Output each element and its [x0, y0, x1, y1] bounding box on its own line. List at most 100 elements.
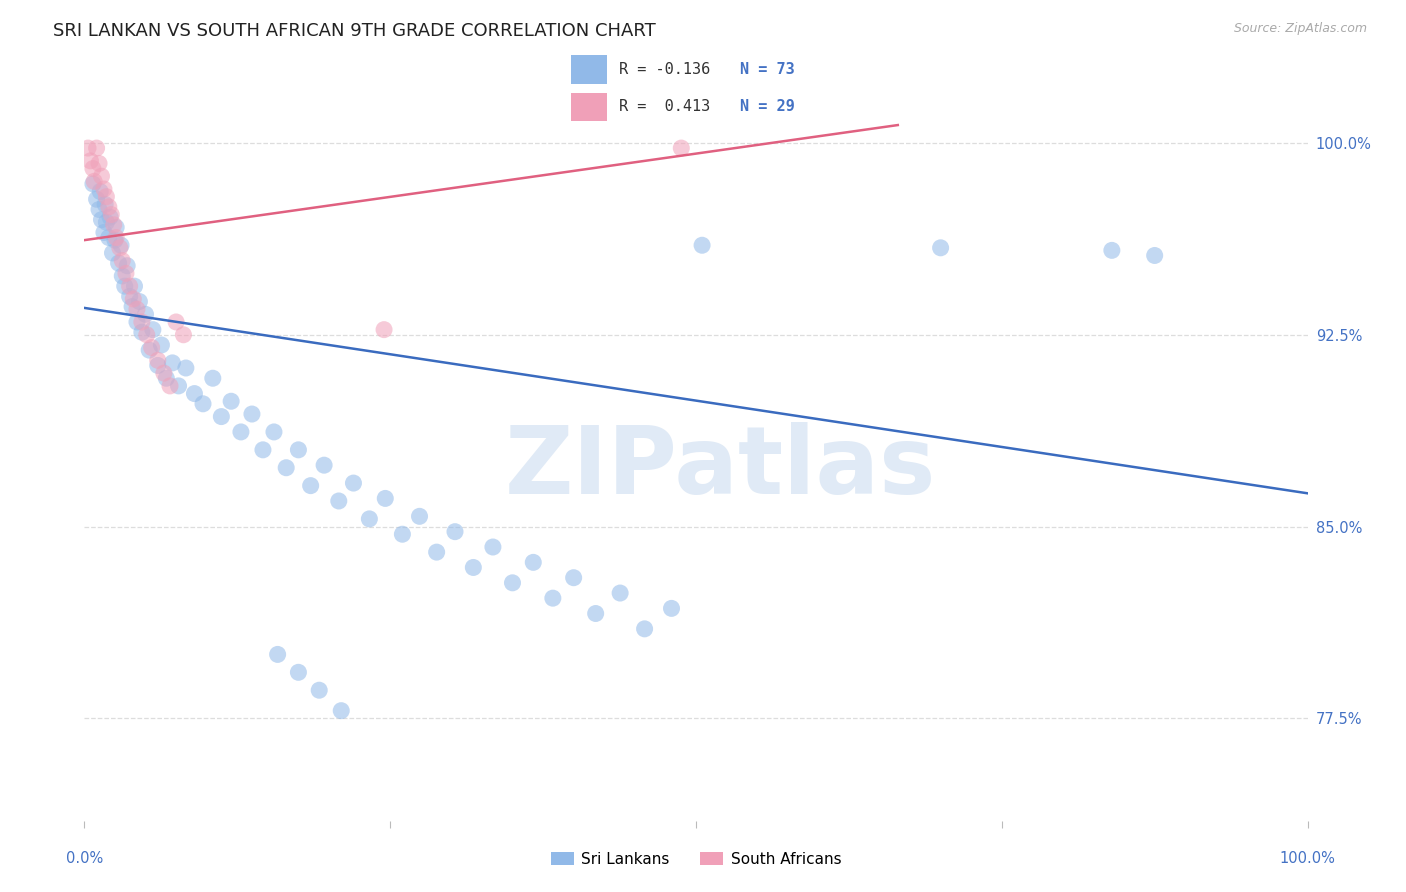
Point [1143, 248, 1166, 262]
Point [219, 394, 242, 409]
Point [142, 323, 165, 337]
Point [105, 220, 128, 235]
Point [165, 315, 187, 329]
Point [374, 491, 396, 506]
Point [121, 300, 143, 314]
Bar [571, 94, 607, 121]
Point [97, 230, 120, 244]
Point [661, 601, 683, 615]
Point [159, 379, 181, 393]
Point [135, 327, 157, 342]
Text: N = 73: N = 73 [740, 62, 794, 77]
Point [107, 256, 129, 270]
Point [609, 586, 631, 600]
Point [183, 386, 205, 401]
Point [671, 141, 693, 155]
Point [82, 177, 104, 191]
Point [229, 425, 252, 439]
Point [1101, 244, 1123, 258]
Point [83, 174, 105, 188]
Point [82, 161, 104, 176]
Point [101, 246, 124, 260]
Point [103, 218, 125, 232]
Bar [571, 55, 607, 84]
Point [562, 571, 585, 585]
Point [94, 197, 117, 211]
Point [115, 266, 138, 280]
Point [96, 189, 118, 203]
Point [585, 607, 607, 621]
Point [108, 241, 131, 255]
Point [124, 279, 146, 293]
Text: R = -0.136: R = -0.136 [619, 62, 710, 77]
Point [287, 665, 309, 680]
Point [240, 407, 263, 421]
Text: N = 29: N = 29 [740, 99, 794, 114]
Point [690, 238, 713, 252]
Point [87, 202, 110, 217]
Point [93, 226, 115, 240]
Point [86, 141, 108, 155]
Point [463, 560, 485, 574]
Point [86, 192, 108, 206]
Point [522, 555, 544, 569]
Point [174, 361, 197, 376]
Point [153, 366, 176, 380]
Point [299, 478, 322, 492]
Point [263, 425, 285, 439]
Point [314, 458, 336, 473]
Point [125, 315, 148, 329]
Point [115, 259, 138, 273]
Point [135, 307, 157, 321]
Point [96, 215, 118, 229]
Text: R =  0.413: R = 0.413 [619, 99, 710, 114]
Point [111, 253, 134, 268]
Point [131, 315, 153, 329]
Point [209, 409, 232, 424]
Point [408, 509, 430, 524]
Point [276, 460, 298, 475]
Point [172, 327, 194, 342]
Point [391, 527, 413, 541]
Point [104, 233, 127, 247]
Point [79, 153, 101, 168]
Point [97, 200, 120, 214]
Point [633, 622, 655, 636]
Legend: Sri Lankans, South Africans: Sri Lankans, South Africans [544, 846, 848, 873]
Point [444, 524, 467, 539]
Point [266, 648, 288, 662]
Point [330, 704, 353, 718]
Point [111, 268, 134, 283]
Text: 0.0%: 0.0% [66, 851, 103, 866]
Point [118, 279, 141, 293]
Point [98, 210, 121, 224]
Point [89, 185, 111, 199]
Text: 100.0%: 100.0% [1279, 851, 1336, 866]
Point [118, 289, 141, 303]
Point [167, 379, 190, 393]
Point [541, 591, 564, 606]
Point [328, 494, 350, 508]
Point [146, 353, 169, 368]
Point [426, 545, 449, 559]
Point [105, 230, 128, 244]
Point [128, 294, 150, 309]
Text: Source: ZipAtlas.com: Source: ZipAtlas.com [1233, 22, 1367, 36]
Point [308, 683, 330, 698]
Point [482, 540, 505, 554]
Point [141, 341, 163, 355]
Point [131, 325, 153, 339]
Point [93, 182, 115, 196]
Point [191, 397, 214, 411]
Point [502, 575, 524, 590]
Point [929, 241, 952, 255]
Point [87, 156, 110, 170]
Point [287, 442, 309, 457]
Point [90, 169, 112, 184]
Point [146, 359, 169, 373]
Text: SRI LANKAN VS SOUTH AFRICAN 9TH GRADE CORRELATION CHART: SRI LANKAN VS SOUTH AFRICAN 9TH GRADE CO… [53, 22, 657, 40]
Point [150, 338, 173, 352]
Point [122, 292, 145, 306]
Point [77, 141, 100, 155]
Point [373, 323, 395, 337]
